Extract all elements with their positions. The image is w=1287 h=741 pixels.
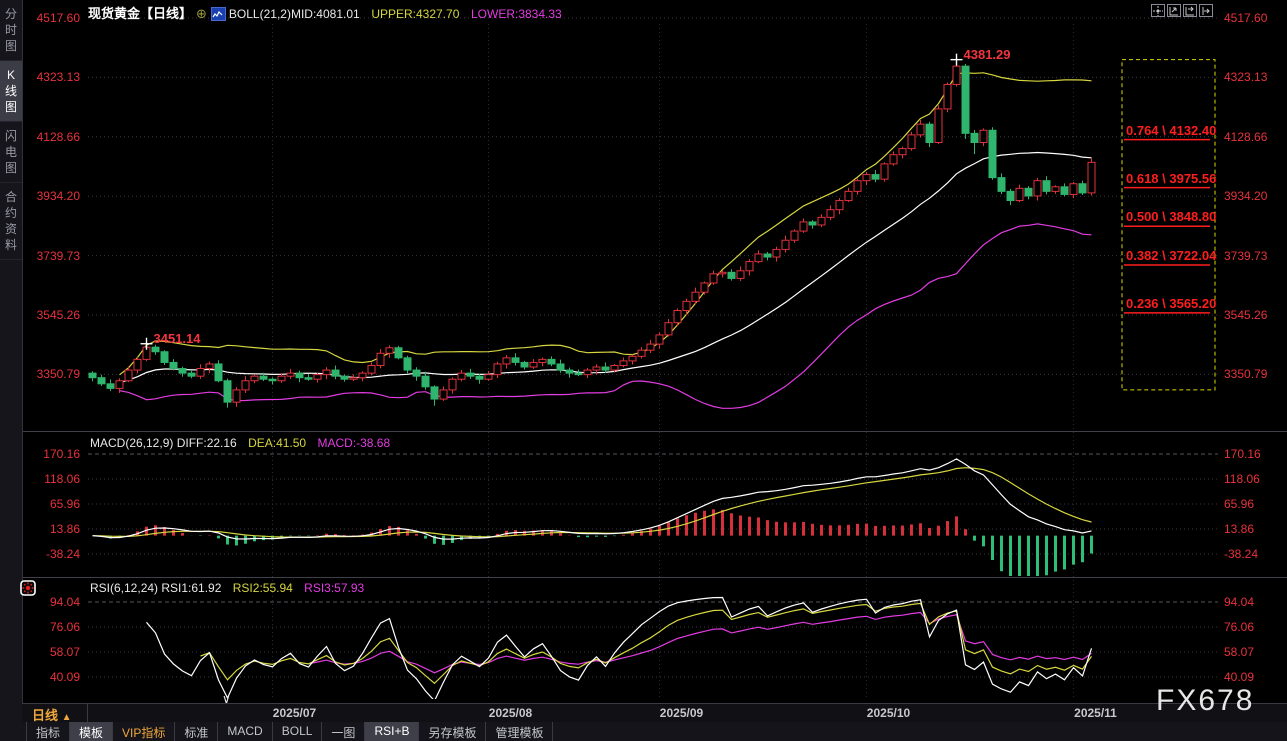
rsi-axis-label: 40.09 (1224, 670, 1255, 684)
rsi-axis-label: 40.09 (49, 670, 80, 684)
boll-mid-value: MID:4081.01 (290, 7, 360, 21)
sidebar-tab-contract-info[interactable]: 合约资料 (0, 183, 22, 260)
adjust-icon[interactable]: ⊕ (196, 6, 207, 21)
tab-standard[interactable]: 标准 (175, 722, 219, 741)
price-axis-label: 3545.26 (36, 307, 80, 322)
zoom-x-axis-icon[interactable] (1167, 4, 1181, 17)
price-axis-label: 4323.13 (1224, 70, 1268, 85)
divider (87, 704, 88, 723)
macd-axis-label: -38.24 (1224, 547, 1259, 561)
sidebar-tab-time-chart[interactable]: 分时图 (0, 0, 22, 61)
rsi-panel-header: RSI(6,12,24) RSI1:61.92 RSI2:55.94 RSI3:… (90, 581, 364, 595)
rsi-axis-label: 94.04 (1224, 595, 1255, 609)
price-axis-label: 4128.66 (1224, 129, 1268, 144)
sidebar-tab-lightning-chart[interactable]: 闪电图 (0, 122, 22, 183)
price-axis-label: 3739.73 (1224, 248, 1268, 263)
mini-chart-icon[interactable] (210, 7, 226, 21)
tab-macd[interactable]: MACD (218, 722, 273, 741)
date-tick-label: 2025/10 (866, 706, 911, 720)
tab-rsi-b[interactable]: RSI+B (365, 722, 420, 741)
fib-level-label: 0.236 \ 3565.20 (1126, 295, 1217, 311)
rsi-axis-label: 94.04 (49, 595, 80, 609)
macd-dea-value: DEA:41.50 (248, 436, 307, 450)
price-axis-label: 3934.20 (1224, 189, 1268, 204)
pan-chart-icon[interactable] (1199, 4, 1213, 17)
rsi-axis-label: 58.07 (1224, 645, 1255, 659)
date-tick-label: 2025/08 (488, 706, 533, 720)
price-axis-label: 4517.60 (1224, 11, 1268, 25)
price-axis-label: 3545.26 (1224, 307, 1268, 322)
date-tick-label: 2025/09 (659, 706, 704, 720)
macd-axis-label: 65.96 (1224, 497, 1255, 511)
crosshair-icon[interactable] (1151, 4, 1165, 17)
bottom-toolbar: 指标 模板 VIP指标 标准 MACD BOLL 一图 RSI+B 另存模板 管理模板 (22, 722, 1287, 741)
timeline-bar: 日线 ▲ 2025/07 2025/08 2025/09 2025/10 2025/11 (22, 703, 1287, 724)
tab-boll[interactable]: BOLL (273, 722, 323, 741)
macd-axis-label: 170.16 (43, 447, 80, 461)
zoom-y-axis-icon[interactable] (1183, 4, 1197, 17)
price-axis-label: 3934.20 (36, 189, 80, 204)
instrument-title: 现货黄金【日线】 (88, 6, 193, 21)
macd-axis-label: 118.06 (44, 472, 80, 486)
fib-level-label: 0.500 \ 3848.80 (1126, 209, 1217, 225)
fib-level-label: 0.764 \ 4132.40 (1126, 122, 1217, 138)
brand-watermark: FX678 (1156, 684, 1255, 717)
chart-toolbar-icons (1151, 4, 1213, 17)
boll-params-label: BOLL(21,2) (228, 7, 291, 21)
macd-panel-header: MACD(26,12,9) DIFF:22.16 DEA:41.50 MACD:… (90, 436, 390, 450)
alert-burst-icon[interactable] (20, 580, 36, 601)
tab-save-template[interactable]: 另存模板 (419, 722, 487, 741)
tab-indicators[interactable]: 指标 (26, 722, 71, 741)
price-axis-label: 3350.79 (36, 367, 80, 382)
tab-templates[interactable]: 模板 (70, 722, 114, 741)
macd-axis-label: 65.96 (49, 497, 80, 511)
date-tick-label: 2025/07 (272, 706, 317, 720)
price-axis-label: 3350.79 (1224, 367, 1268, 382)
macd-axis-label: 118.06 (1224, 472, 1260, 486)
boll-upper-value: UPPER:4327.70 (371, 7, 460, 21)
fib-level-label: 0.382 \ 3722.04 (1126, 248, 1217, 263)
macd-hist-value: MACD:-38.68 (317, 436, 391, 450)
rsi-axis-label: 76.06 (1224, 620, 1255, 634)
rsi3-value: RSI3:57.93 (304, 581, 365, 595)
price-axis-label: 4323.13 (36, 70, 80, 85)
macd-axis-label: 170.16 (1224, 447, 1261, 461)
rsi1-value: RSI(6,12,24) RSI1:61.92 (90, 581, 222, 595)
price-axis-label: 4128.66 (36, 129, 80, 144)
macd-axis-label: 13.86 (1224, 522, 1255, 536)
price-annotation: 3451.14 (153, 330, 201, 346)
macd-axis-label: -38.24 (45, 547, 80, 561)
tab-one-chart[interactable]: 一图 (322, 722, 366, 741)
tab-manage-template[interactable]: 管理模板 (486, 722, 554, 741)
boll-lower-value: LOWER:3834.33 (471, 7, 562, 21)
price-annotation: 4381.29 (963, 46, 1011, 62)
tab-vip-indicators[interactable]: VIP指标 (113, 722, 176, 741)
rsi-axis-label: 76.06 (49, 620, 80, 634)
macd-axis-label: 13.86 (49, 522, 80, 536)
macd-diff-value: MACD(26,12,9) DIFF:22.16 (90, 436, 237, 450)
price-axis-label: 4517.60 (36, 11, 80, 25)
period-selector[interactable]: 日线 ▲ (32, 708, 72, 723)
rsi2-value: RSI2:55.94 (232, 581, 293, 595)
main-chart-header: 现货黄金【日线】⊕BOLL(21,2)MID:4081.01 MID:4081.… (88, 3, 562, 22)
chevron-up-icon: ▲ (61, 712, 72, 723)
rsi-axis-label: 58.07 (49, 645, 80, 659)
collapse-chevron-icon[interactable]: ∨ (222, 692, 231, 706)
fib-level-label: 0.618 \ 3975.56 (1126, 170, 1217, 186)
price-axis-label: 3739.73 (36, 248, 80, 263)
date-tick-label: 2025/11 (1074, 706, 1117, 720)
